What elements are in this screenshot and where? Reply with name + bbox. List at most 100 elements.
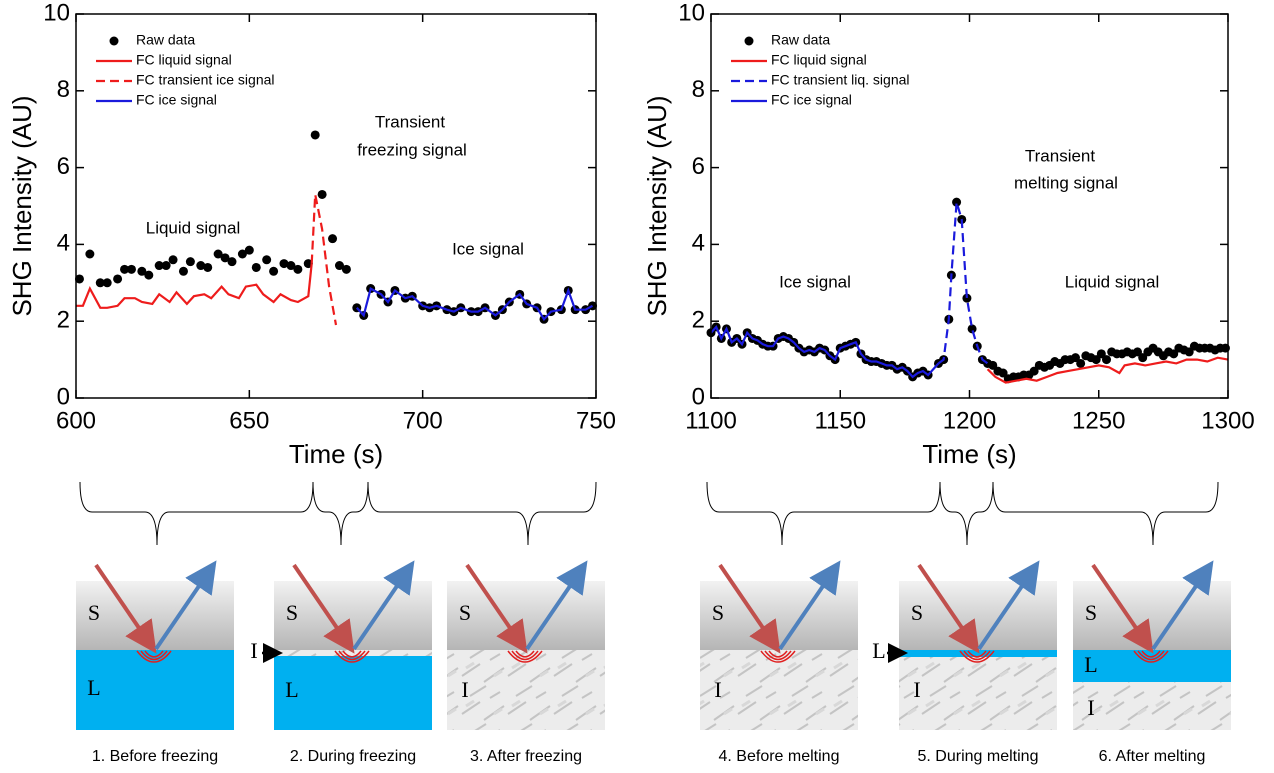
- data-point: [185, 257, 195, 267]
- layer-label: I: [461, 677, 468, 702]
- layer-label: S: [911, 600, 923, 625]
- annotation: freezing signal: [357, 140, 467, 159]
- y-tick-label: 6: [692, 153, 705, 180]
- legend-label: FC liquid signal: [771, 52, 867, 68]
- x-tick-label: 1100: [685, 407, 737, 434]
- layer: [700, 650, 858, 730]
- annotation: Ice signal: [779, 272, 851, 291]
- data-point: [237, 249, 247, 259]
- data-point: [102, 278, 112, 288]
- wave: [1133, 650, 1169, 663]
- legend-label: FC transient liq. signal: [771, 72, 910, 88]
- series-line: [710, 325, 940, 379]
- data-point: [1096, 349, 1106, 359]
- legend-label: FC transient ice signal: [136, 72, 275, 88]
- data-point: [269, 266, 279, 276]
- data-point: [120, 264, 130, 274]
- data-point: [962, 293, 972, 303]
- layer: [1073, 650, 1231, 682]
- x-tick-label: 600: [56, 407, 96, 434]
- y-tick-label: 4: [692, 230, 705, 257]
- layer-label: I: [913, 677, 920, 702]
- data-point: [341, 264, 351, 274]
- data-point: [279, 259, 289, 269]
- data-point: [317, 189, 327, 199]
- reflected-beam: [778, 560, 841, 651]
- data-point: [1138, 353, 1148, 363]
- data-point: [1076, 358, 1086, 368]
- data-point: [328, 234, 338, 244]
- incident-beam: [1091, 563, 1154, 654]
- brace: [79, 481, 314, 546]
- incident-beam: [292, 563, 355, 654]
- x-axis-title: Time (s): [922, 439, 1016, 469]
- incident-beam: [917, 563, 980, 654]
- layer: [274, 650, 432, 656]
- layer-label: S: [88, 600, 100, 625]
- data-point: [1029, 366, 1039, 376]
- data-point: [95, 278, 105, 288]
- x-tick-label: 1150: [814, 407, 866, 434]
- layer-label: S: [459, 600, 471, 625]
- wave: [507, 650, 543, 663]
- data-point: [161, 261, 171, 271]
- legend-label: FC liquid signal: [136, 52, 232, 68]
- panel-caption: 4. Before melting: [719, 748, 840, 765]
- y-tick-label: 4: [57, 230, 70, 257]
- wave: [760, 650, 796, 663]
- brace: [312, 481, 369, 546]
- layer-label: I: [1087, 695, 1094, 720]
- data-point: [1184, 347, 1194, 357]
- data-point: [952, 197, 962, 207]
- reflected-beam: [154, 560, 217, 651]
- data-point: [227, 257, 237, 267]
- x-tick-label: 1300: [1201, 407, 1254, 434]
- layer-label: S: [1085, 600, 1097, 625]
- reflected-beam: [977, 560, 1040, 651]
- reflected-beam: [525, 560, 588, 651]
- data-point: [196, 261, 206, 271]
- annotation: Transient: [375, 112, 446, 131]
- data-point: [1070, 353, 1080, 363]
- y-tick-label: 0: [692, 383, 705, 410]
- x-tick-label: 750: [576, 407, 616, 434]
- data-point: [293, 264, 303, 274]
- series-line: [986, 356, 1229, 384]
- brace: [939, 481, 994, 546]
- panel-caption: 2. During freezing: [290, 748, 416, 765]
- plot-frame: [710, 13, 1229, 399]
- data-point: [1169, 349, 1179, 359]
- annotation: Liquid signal: [146, 218, 241, 237]
- x-tick-label: 700: [403, 407, 443, 434]
- layer-label: I: [714, 677, 721, 702]
- x-tick-label: 650: [229, 407, 269, 434]
- y-tick-label: 8: [57, 76, 70, 103]
- data-point: [154, 261, 164, 271]
- data-point: [286, 261, 296, 271]
- legend-label: FC ice signal: [771, 92, 852, 108]
- data-point: [1091, 355, 1101, 365]
- layer-label: I: [250, 638, 257, 663]
- panel-caption: 6. After melting: [1099, 748, 1206, 765]
- data-point: [244, 245, 254, 255]
- layer-label: S: [712, 600, 724, 625]
- data-point: [74, 274, 84, 284]
- reflected-beam: [1151, 560, 1214, 651]
- annotation: Ice signal: [452, 239, 524, 258]
- data-point: [310, 130, 320, 140]
- layer: [447, 650, 605, 730]
- incident-beam: [94, 563, 157, 654]
- y-tick-label: 2: [692, 307, 705, 334]
- data-point: [998, 368, 1008, 378]
- layer: [899, 650, 1057, 657]
- y-tick-label: 8: [692, 76, 705, 103]
- series-line: [76, 263, 313, 309]
- wave: [334, 650, 370, 663]
- legend-label: Raw data: [136, 32, 195, 48]
- x-axis-title: Time (s): [289, 439, 383, 469]
- incident-beam: [465, 563, 528, 654]
- panel-caption: 5. During melting: [918, 748, 1039, 765]
- data-point: [334, 261, 344, 271]
- wave: [136, 650, 172, 663]
- data-point: [967, 324, 977, 334]
